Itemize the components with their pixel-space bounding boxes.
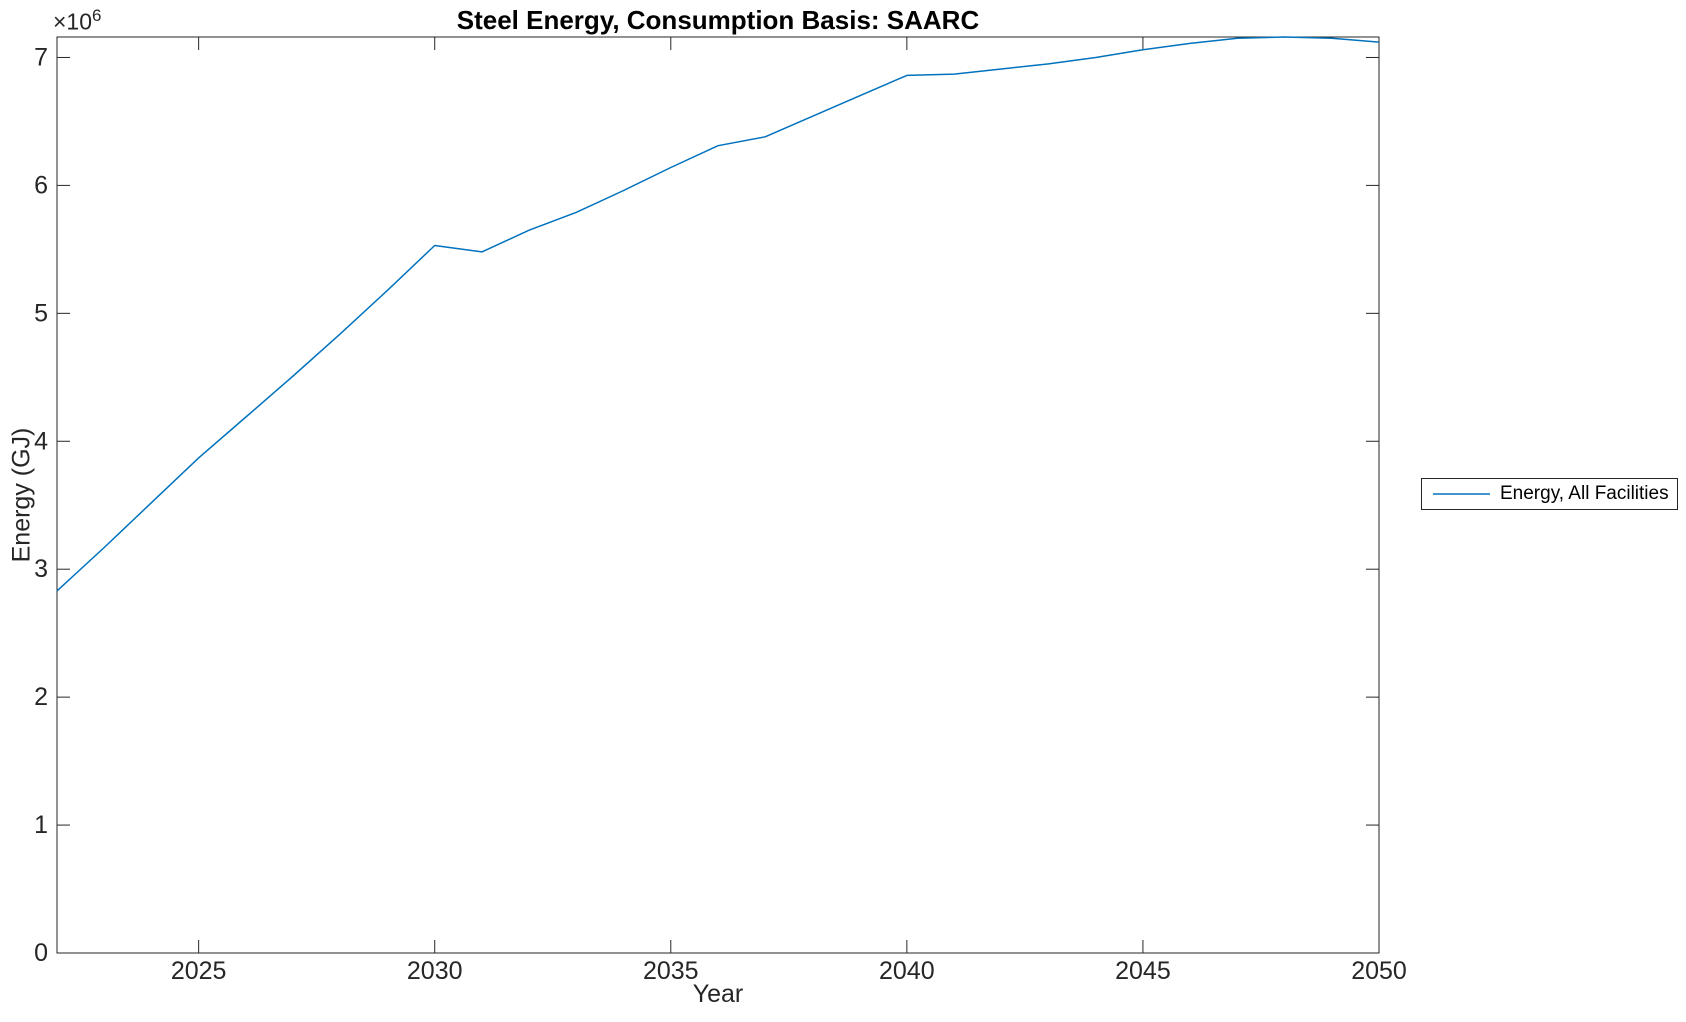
axes-box xyxy=(56,36,1380,954)
y-tick-label: 3 xyxy=(34,555,48,583)
x-tick-label: 2050 xyxy=(1351,957,1407,985)
x-tick-label: 2030 xyxy=(407,957,463,985)
y-tick-label: 6 xyxy=(34,171,48,199)
y-tick-label: 0 xyxy=(34,939,48,967)
x-axis-label: Year xyxy=(692,980,744,1008)
series-line-energy-all-facilities xyxy=(56,36,1380,592)
chart-title: Steel Energy, Consumption Basis: SAARC xyxy=(456,5,980,35)
y-tick-label: 2 xyxy=(34,683,48,711)
y-axis-label: Energy (GJ) xyxy=(7,427,36,563)
multiplier-exponent: 6 xyxy=(92,6,102,25)
y-axis-multiplier: ×106 xyxy=(53,6,101,36)
x-tick-label: 2040 xyxy=(879,957,935,985)
y-tick-label: 5 xyxy=(34,299,48,327)
multiplier-base: ×10 xyxy=(53,8,93,35)
legend-label: Energy, All Facilities xyxy=(1500,483,1669,504)
legend-sample-swatch xyxy=(1433,493,1490,495)
y-tick-label: 4 xyxy=(34,427,48,455)
legend: Energy, All Facilities xyxy=(1421,478,1678,510)
y-tick-label: 7 xyxy=(34,43,48,71)
x-tick-label: 2025 xyxy=(171,957,227,985)
x-tick-label: 2035 xyxy=(643,957,699,985)
y-tick-label: 1 xyxy=(34,811,48,839)
x-tick-label: 2045 xyxy=(1115,957,1171,985)
